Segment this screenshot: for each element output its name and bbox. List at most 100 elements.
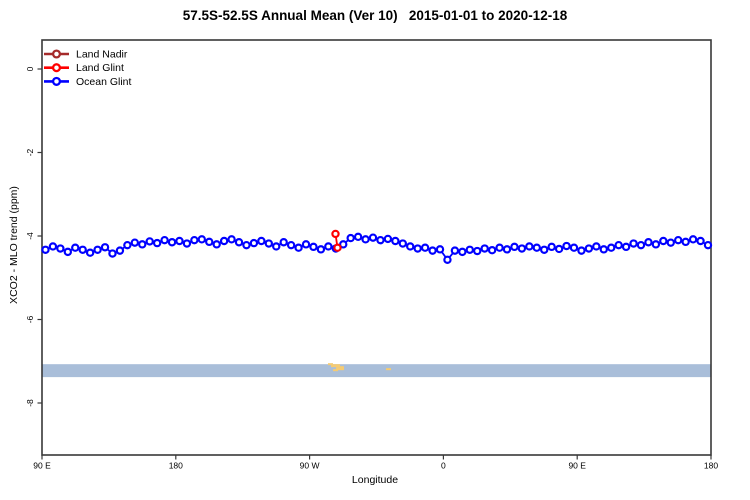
ocean-glint-point	[85, 248, 95, 257]
ocean-glint-point	[696, 236, 705, 246]
ocean-glint-point	[346, 233, 355, 243]
ocean-glint-point	[130, 238, 140, 247]
ocean-glint-point	[272, 242, 281, 251]
ocean-glint-point	[56, 244, 65, 253]
legend-label: Land Nadir	[76, 49, 128, 61]
map-strip-ocean	[42, 364, 711, 378]
ocean-glint-point	[495, 243, 504, 252]
ocean-glint-point	[577, 246, 586, 255]
ocean-glint-point	[234, 238, 244, 247]
y-tick-label: -6	[25, 315, 35, 323]
ocean-glint-point	[361, 235, 370, 244]
ocean-glint-point	[309, 242, 318, 252]
ocean-glint-point	[592, 242, 601, 251]
ocean-glint-point	[688, 235, 698, 244]
ocean-glint-point	[197, 235, 207, 244]
ocean-glint-point	[368, 233, 378, 242]
ocean-glint-point	[190, 235, 199, 245]
ocean-glint-point	[584, 244, 594, 253]
y-tick-label: -4	[25, 232, 35, 240]
ocean-glint-point	[324, 242, 333, 251]
ocean-glint-point	[659, 236, 668, 246]
ocean-glint-point	[458, 247, 467, 257]
ocean-glint-point	[629, 239, 638, 248]
ocean-glint-point	[674, 235, 683, 245]
ocean-glint-point	[569, 243, 579, 252]
ocean-glint-point	[279, 238, 288, 247]
ocean-glint-point	[108, 249, 117, 258]
ocean-glint-point	[435, 245, 445, 254]
ocean-glint-point	[100, 243, 110, 252]
x-tick-label: 180	[704, 461, 718, 471]
ocean-glint-point	[473, 246, 482, 256]
ocean-glint-point	[205, 237, 214, 247]
ocean-glint-point	[152, 238, 162, 248]
ocean-glint-point	[502, 245, 512, 254]
legend-label: Land Glint	[76, 62, 124, 74]
ocean-glint-point	[607, 243, 616, 252]
ocean-glint-point	[93, 245, 102, 254]
ocean-glint-point	[532, 243, 541, 252]
ocean-glint-point	[651, 240, 661, 249]
ocean-glint-point	[450, 246, 460, 255]
ocean-glint-point	[562, 241, 571, 251]
ocean-glint-point	[621, 242, 631, 252]
map-strip-land-patch	[333, 369, 339, 372]
ocean-glint-point	[420, 243, 430, 252]
ocean-glint-point	[353, 232, 363, 242]
map-strip-land-patch	[339, 366, 344, 369]
map-strip-land-patch	[331, 364, 341, 368]
y-tick-label: -8	[25, 399, 35, 407]
ocean-glint-point	[167, 238, 177, 247]
ocean-glint-point	[636, 240, 646, 250]
ocean-glint-point	[227, 235, 236, 244]
x-tick-label: 90 W	[300, 461, 320, 471]
ocean-glint-point	[554, 244, 564, 254]
ocean-glint-point	[115, 246, 125, 255]
ocean-glint-point	[242, 240, 251, 250]
x-axis-title: Longitude	[351, 474, 399, 486]
ocean-glint-point	[257, 236, 266, 246]
legend-label: Ocean Glint	[76, 76, 132, 88]
ocean-glint-point	[398, 239, 407, 248]
ocean-glint-point	[182, 239, 192, 248]
ocean-glint-point	[517, 244, 527, 253]
y-tick-label: 0	[25, 66, 35, 71]
ocean-glint-point	[703, 240, 713, 250]
x-tick-label: 180	[169, 461, 183, 471]
ocean-glint-point	[138, 240, 147, 249]
legend-marker	[51, 63, 62, 73]
ocean-glint-point	[219, 236, 229, 246]
ocean-glint-point	[666, 238, 675, 247]
ocean-glint-point	[644, 238, 653, 247]
ocean-glint-point	[614, 240, 623, 250]
ocean-glint-point	[510, 242, 519, 252]
land-glint-point	[331, 229, 340, 239]
ocean-glint-point	[681, 237, 690, 247]
x-tick-label: 0	[441, 461, 446, 471]
ocean-glint-point	[376, 235, 385, 245]
ocean-glint-point	[406, 242, 415, 251]
ocean-glint-point	[383, 234, 393, 244]
x-tick-label: 90 E	[33, 461, 51, 471]
ocean-glint-point	[465, 245, 474, 254]
chart-title: 57.5S-52.5S Annual Mean (Ver 10) 2015-01…	[182, 8, 568, 23]
land-glint-point	[333, 243, 342, 252]
legend-marker	[51, 49, 62, 59]
ocean-glint-point	[123, 240, 132, 250]
ocean-glint-point	[212, 240, 221, 249]
ocean-glint-point	[547, 242, 556, 252]
ocean-glint-point	[264, 239, 273, 248]
map-strip-land-patch	[336, 367, 345, 371]
ocean-glint-point	[487, 245, 497, 255]
ocean-glint-point	[294, 243, 303, 252]
ocean-glint-point	[286, 240, 296, 250]
x-tick-label: 90 E	[568, 461, 586, 471]
ocean-glint-point	[540, 245, 549, 254]
ocean-glint-point	[443, 255, 452, 264]
ocean-glint-point	[48, 242, 58, 251]
ocean-glint-point	[525, 242, 534, 251]
ocean-glint-point	[316, 245, 326, 254]
